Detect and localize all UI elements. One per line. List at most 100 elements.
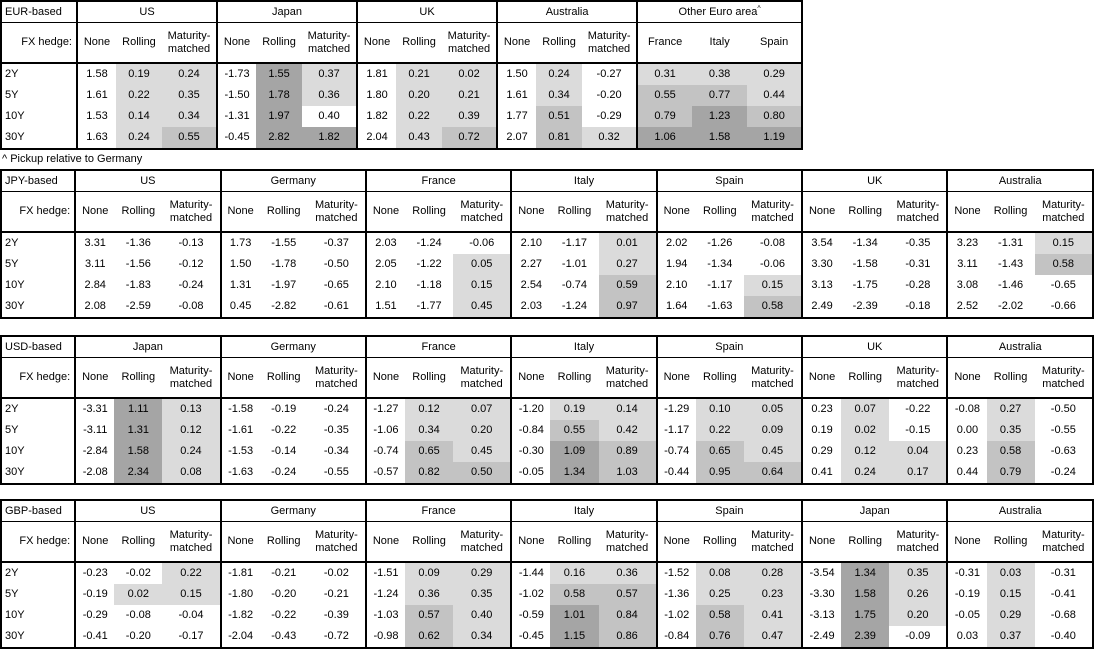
value-cell: 0.22 [162, 562, 221, 584]
value-cell: -0.44 [655, 462, 696, 484]
value-cell: 0.02 [114, 584, 163, 605]
table-base-label: EUR-based [1, 1, 77, 23]
gbp-based-table-mount: GBP-based US Germany France Italy Spain Japan A… [0, 499, 1094, 649]
value-cell: 0.23 [743, 584, 803, 605]
country-header-germany: Germany [219, 500, 366, 522]
value-cell: 0.34 [453, 626, 512, 648]
value-cell: 1.50 [219, 254, 260, 275]
value-cell: 0.57 [598, 584, 657, 605]
value-cell: 3.30 [801, 254, 842, 275]
value-cell: 0.24 [536, 63, 583, 85]
value-cell: 3.13 [801, 275, 842, 296]
value-cell: 0.51 [536, 106, 583, 127]
value-cell: 0.59 [598, 275, 657, 296]
value-cell: 3.31 [74, 232, 115, 254]
value-cell: -0.35 [323, 424, 349, 437]
value-cell: 1.58 [692, 127, 748, 149]
hedge-col-header-maturity-matched: Maturity-matched [1034, 521, 1093, 563]
hedge-col-header-none: None [655, 357, 696, 399]
value-cell: 0.36 [302, 85, 358, 106]
value-cell: 1.11 [114, 398, 163, 420]
value-cell: 0.89 [598, 441, 657, 462]
value-cell: 0.19 [550, 398, 599, 420]
value-cell: 0.35 [986, 420, 1035, 441]
value-cell: 0.26 [889, 584, 948, 605]
hedge-col-header-maturity-matched: Maturity-matched [453, 357, 512, 399]
value-cell: -0.21 [271, 567, 297, 580]
hedge-col-header-none: None [74, 357, 115, 399]
value-cell: -1.22 [416, 258, 442, 271]
value-cell: 1.77 [496, 106, 537, 127]
value-cell: 3.54 [801, 232, 842, 254]
value-cell: 0.40 [318, 110, 340, 123]
value-cell: -0.65 [1050, 279, 1076, 292]
hedge-col-header-maturity-matched: Maturity-matched [307, 191, 366, 233]
value-cell: -0.19 [946, 584, 987, 605]
country-header-france: France [364, 336, 512, 358]
value-cell: -0.31 [905, 258, 931, 271]
fx-hedge-label: FX hedge: [1, 357, 76, 399]
hedge-col-header-none: None [801, 357, 842, 399]
value-cell: 0.16 [550, 562, 599, 584]
hedge-col-header-rolling: Rolling [550, 357, 599, 399]
country-header-france: France [364, 170, 512, 192]
value-cell: -0.41 [74, 626, 115, 648]
value-cell: 1.06 [636, 127, 693, 149]
value-cell: -0.17 [178, 630, 204, 643]
value-cell: 2.02 [655, 232, 696, 254]
hedge-col-header-maturity-matched: Maturity-matched [162, 357, 221, 399]
value-cell: 3.23 [946, 232, 987, 254]
value-cell: -1.31 [998, 237, 1024, 250]
table-base-label: GBP-based [1, 500, 76, 522]
value-cell: 0.81 [536, 127, 583, 149]
value-cell: 0.15 [453, 275, 512, 296]
value-cell: -1.83 [125, 279, 151, 292]
value-cell: -1.17 [707, 279, 733, 292]
hedge-col-header-maturity-matched: Maturity-matched [743, 357, 803, 399]
value-cell: 0.47 [743, 626, 803, 648]
hedge-col-header-none: None [801, 521, 842, 563]
value-cell: -0.06 [469, 237, 495, 250]
hedge-col-header-maturity-matched: Maturity-matched [889, 357, 948, 399]
value-cell: 0.86 [598, 626, 657, 648]
value-cell: -0.24 [323, 403, 349, 416]
value-cell: 0.35 [162, 85, 218, 106]
value-cell: -0.43 [271, 630, 297, 643]
hedge-col-header-none: None [946, 357, 987, 399]
value-cell: -1.26 [707, 237, 733, 250]
value-cell: -0.19 [271, 403, 297, 416]
value-cell: 2.54 [510, 275, 551, 296]
eur-based-table: EUR-based US Japan UK Australia Other Euro ar… [0, 0, 804, 150]
value-cell: -0.21 [323, 588, 349, 601]
value-cell: 0.84 [598, 605, 657, 626]
value-cell: 1.73 [219, 232, 260, 254]
hedge-col-header-rolling: Rolling [841, 357, 890, 399]
hedge-col-header-maturity-matched: Maturity-matched [743, 521, 803, 563]
value-cell: -0.41 [1050, 588, 1076, 601]
value-cell: -0.65 [323, 279, 349, 292]
value-cell: -2.59 [125, 300, 151, 313]
value-cell: 1.34 [550, 462, 599, 484]
value-cell: -1.78 [271, 258, 297, 271]
value-cell: 0.21 [442, 85, 498, 106]
value-cell: 1.61 [76, 85, 116, 106]
value-cell: 0.57 [405, 605, 454, 626]
value-cell: 0.19 [801, 420, 842, 441]
value-cell: 2.82 [256, 127, 303, 149]
value-cell: 0.15 [743, 275, 803, 296]
value-cell: 0.36 [598, 562, 657, 584]
hedge-col-header-none: None [946, 191, 987, 233]
value-cell: -1.77 [416, 300, 442, 313]
value-cell: 0.00 [946, 420, 987, 441]
value-cell: -1.51 [364, 562, 406, 584]
value-cell: 0.08 [162, 462, 221, 484]
value-cell: -1.56 [125, 258, 151, 271]
value-cell: -0.29 [596, 110, 622, 123]
value-cell: 1.50 [496, 63, 537, 85]
hedge-col-header-maturity-matched: Maturity-matched [1034, 357, 1093, 399]
value-cell: -1.58 [852, 258, 878, 271]
value-cell: 0.44 [747, 85, 803, 106]
hedge-col-header-rolling: Rolling [550, 191, 599, 233]
value-cell: -0.84 [655, 626, 696, 648]
value-cell: 1.97 [256, 106, 303, 127]
